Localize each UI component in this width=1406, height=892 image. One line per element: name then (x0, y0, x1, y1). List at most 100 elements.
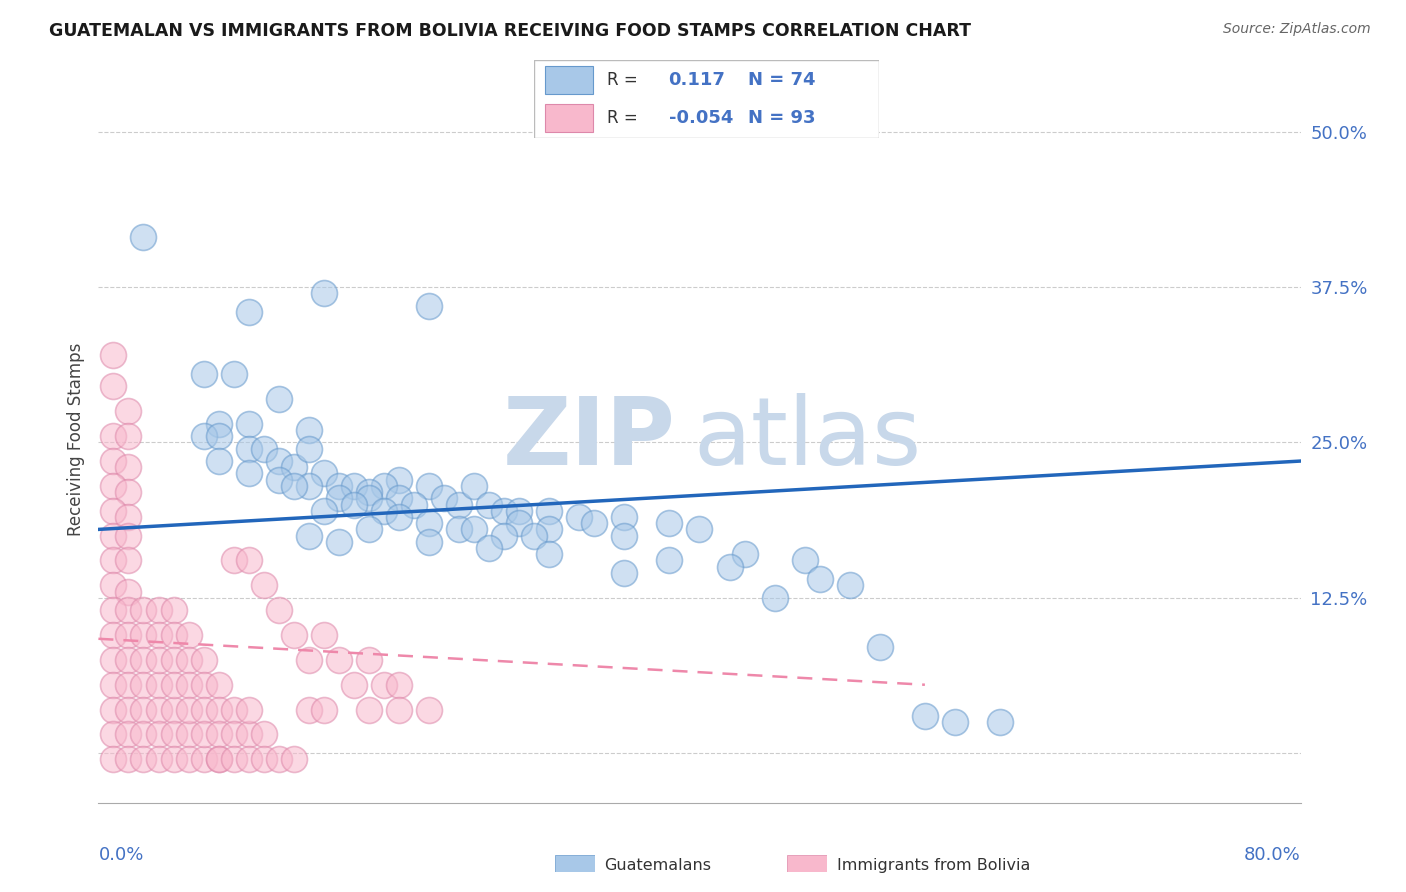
Point (267, 392, 290, 406)
Point (103, 678, 125, 692)
Point (283, 479, 305, 493)
Point (103, 348, 125, 362)
FancyBboxPatch shape (555, 855, 595, 872)
Point (343, 479, 366, 493)
Point (117, 553, 139, 567)
Point (253, 578, 276, 592)
Text: -0.054: -0.054 (669, 109, 733, 127)
Point (238, 752, 260, 766)
Point (312, 467, 335, 481)
Point (117, 653, 139, 667)
Point (117, 628, 139, 642)
Point (208, 752, 231, 766)
Point (388, 678, 411, 692)
Point (343, 678, 366, 692)
Point (208, 429, 231, 443)
Point (523, 528, 546, 542)
Point (103, 752, 125, 766)
Point (177, 727, 200, 741)
Point (103, 727, 125, 741)
Point (613, 566, 636, 580)
Point (162, 628, 184, 642)
Text: ZIP: ZIP (502, 393, 675, 485)
Point (208, 727, 231, 741)
Point (312, 504, 335, 518)
FancyBboxPatch shape (534, 60, 879, 138)
Point (117, 404, 139, 418)
Point (943, 714, 966, 729)
Text: N = 93: N = 93 (748, 109, 815, 127)
Point (238, 553, 260, 567)
Point (117, 485, 139, 500)
Point (538, 504, 561, 518)
Point (162, 603, 184, 617)
Point (132, 603, 155, 617)
Text: 0.0%: 0.0% (98, 847, 143, 864)
Point (388, 510, 411, 524)
Point (688, 523, 710, 537)
Point (148, 703, 170, 717)
Point (117, 678, 139, 692)
Point (388, 473, 411, 487)
Point (103, 479, 125, 493)
Point (177, 628, 200, 642)
Point (298, 423, 321, 437)
Point (148, 727, 170, 741)
Point (568, 510, 591, 524)
FancyBboxPatch shape (544, 66, 593, 95)
Point (283, 460, 305, 475)
Point (193, 653, 215, 667)
Point (494, 528, 516, 542)
Point (613, 528, 636, 542)
Point (298, 703, 321, 717)
Point (267, 603, 290, 617)
Point (103, 628, 125, 642)
Text: Guatemalans: Guatemalans (605, 858, 711, 872)
Point (447, 523, 470, 537)
Point (418, 299, 440, 313)
Point (162, 752, 184, 766)
Point (132, 752, 155, 766)
Point (298, 653, 321, 667)
Point (177, 653, 200, 667)
Point (267, 752, 290, 766)
Text: N = 74: N = 74 (748, 71, 815, 89)
Point (132, 653, 155, 667)
Point (238, 703, 260, 717)
FancyBboxPatch shape (787, 855, 827, 872)
Point (658, 516, 681, 531)
Point (193, 727, 215, 741)
Point (538, 523, 561, 537)
Point (208, 678, 231, 692)
Point (177, 703, 200, 717)
Point (357, 491, 380, 506)
Point (117, 603, 139, 617)
Text: Immigrants from Bolivia: Immigrants from Bolivia (837, 858, 1031, 872)
Point (328, 653, 350, 667)
Point (103, 653, 125, 667)
Point (312, 628, 335, 642)
Point (328, 534, 350, 549)
Point (177, 678, 200, 692)
Point (222, 703, 245, 717)
Point (238, 417, 260, 431)
Point (373, 479, 395, 493)
Point (117, 460, 139, 475)
Point (658, 553, 681, 567)
Point (808, 572, 831, 586)
Point (132, 628, 155, 642)
Point (343, 498, 366, 512)
Text: Source: ZipAtlas.com: Source: ZipAtlas.com (1223, 22, 1371, 37)
Point (103, 429, 125, 443)
Point (583, 516, 606, 531)
Point (478, 498, 501, 512)
Point (869, 640, 891, 655)
Point (208, 703, 231, 717)
Point (238, 442, 260, 456)
Point (433, 491, 456, 506)
Point (162, 653, 184, 667)
Point (508, 504, 530, 518)
Point (117, 752, 139, 766)
Point (328, 491, 350, 506)
Point (162, 727, 184, 741)
